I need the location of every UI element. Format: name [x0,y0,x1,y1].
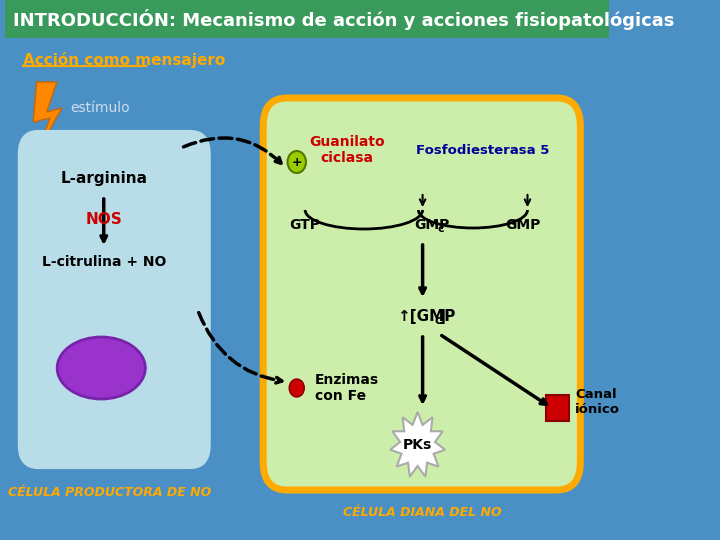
FancyBboxPatch shape [264,98,580,490]
Text: ]: ] [439,308,446,323]
Polygon shape [33,82,62,150]
Text: Acción como mensajero: Acción como mensajero [23,52,225,68]
Text: c: c [434,314,441,327]
Text: CÉLULA PRODUCTORA DE NO: CÉLULA PRODUCTORA DE NO [8,485,211,498]
FancyBboxPatch shape [5,0,609,38]
FancyBboxPatch shape [20,132,209,467]
Text: Enzimas
con Fe: Enzimas con Fe [315,373,379,403]
Text: CÉLULA DIANA DEL NO: CÉLULA DIANA DEL NO [343,505,502,518]
Text: L-arginina: L-arginina [60,171,148,186]
Text: Canal
iónico: Canal iónico [575,388,621,416]
Text: +: + [292,156,302,168]
Polygon shape [390,412,445,477]
Circle shape [287,151,306,173]
Text: estímulo: estímulo [70,101,130,115]
Text: GMP: GMP [414,218,449,232]
Bar [546,395,570,421]
Text: INTRODUCCIÓN: Mecanismo de acción y acciones fisiopatológicas: INTRODUCCIÓN: Mecanismo de acción y acci… [13,9,675,30]
Text: GMP: GMP [505,218,541,232]
Text: ↑[GMP: ↑[GMP [397,308,456,323]
Text: Guanilato
ciclasa: Guanilato ciclasa [310,135,385,165]
Circle shape [289,379,305,397]
Text: GTP: GTP [289,218,320,232]
Text: Fosfodiesterasa 5: Fosfodiesterasa 5 [416,144,549,157]
Text: L-citrulina + NO: L-citrulina + NO [42,255,166,269]
Ellipse shape [57,337,145,399]
Text: c: c [438,224,444,234]
Text: PKs: PKs [403,438,432,452]
Text: NOS: NOS [86,213,122,227]
